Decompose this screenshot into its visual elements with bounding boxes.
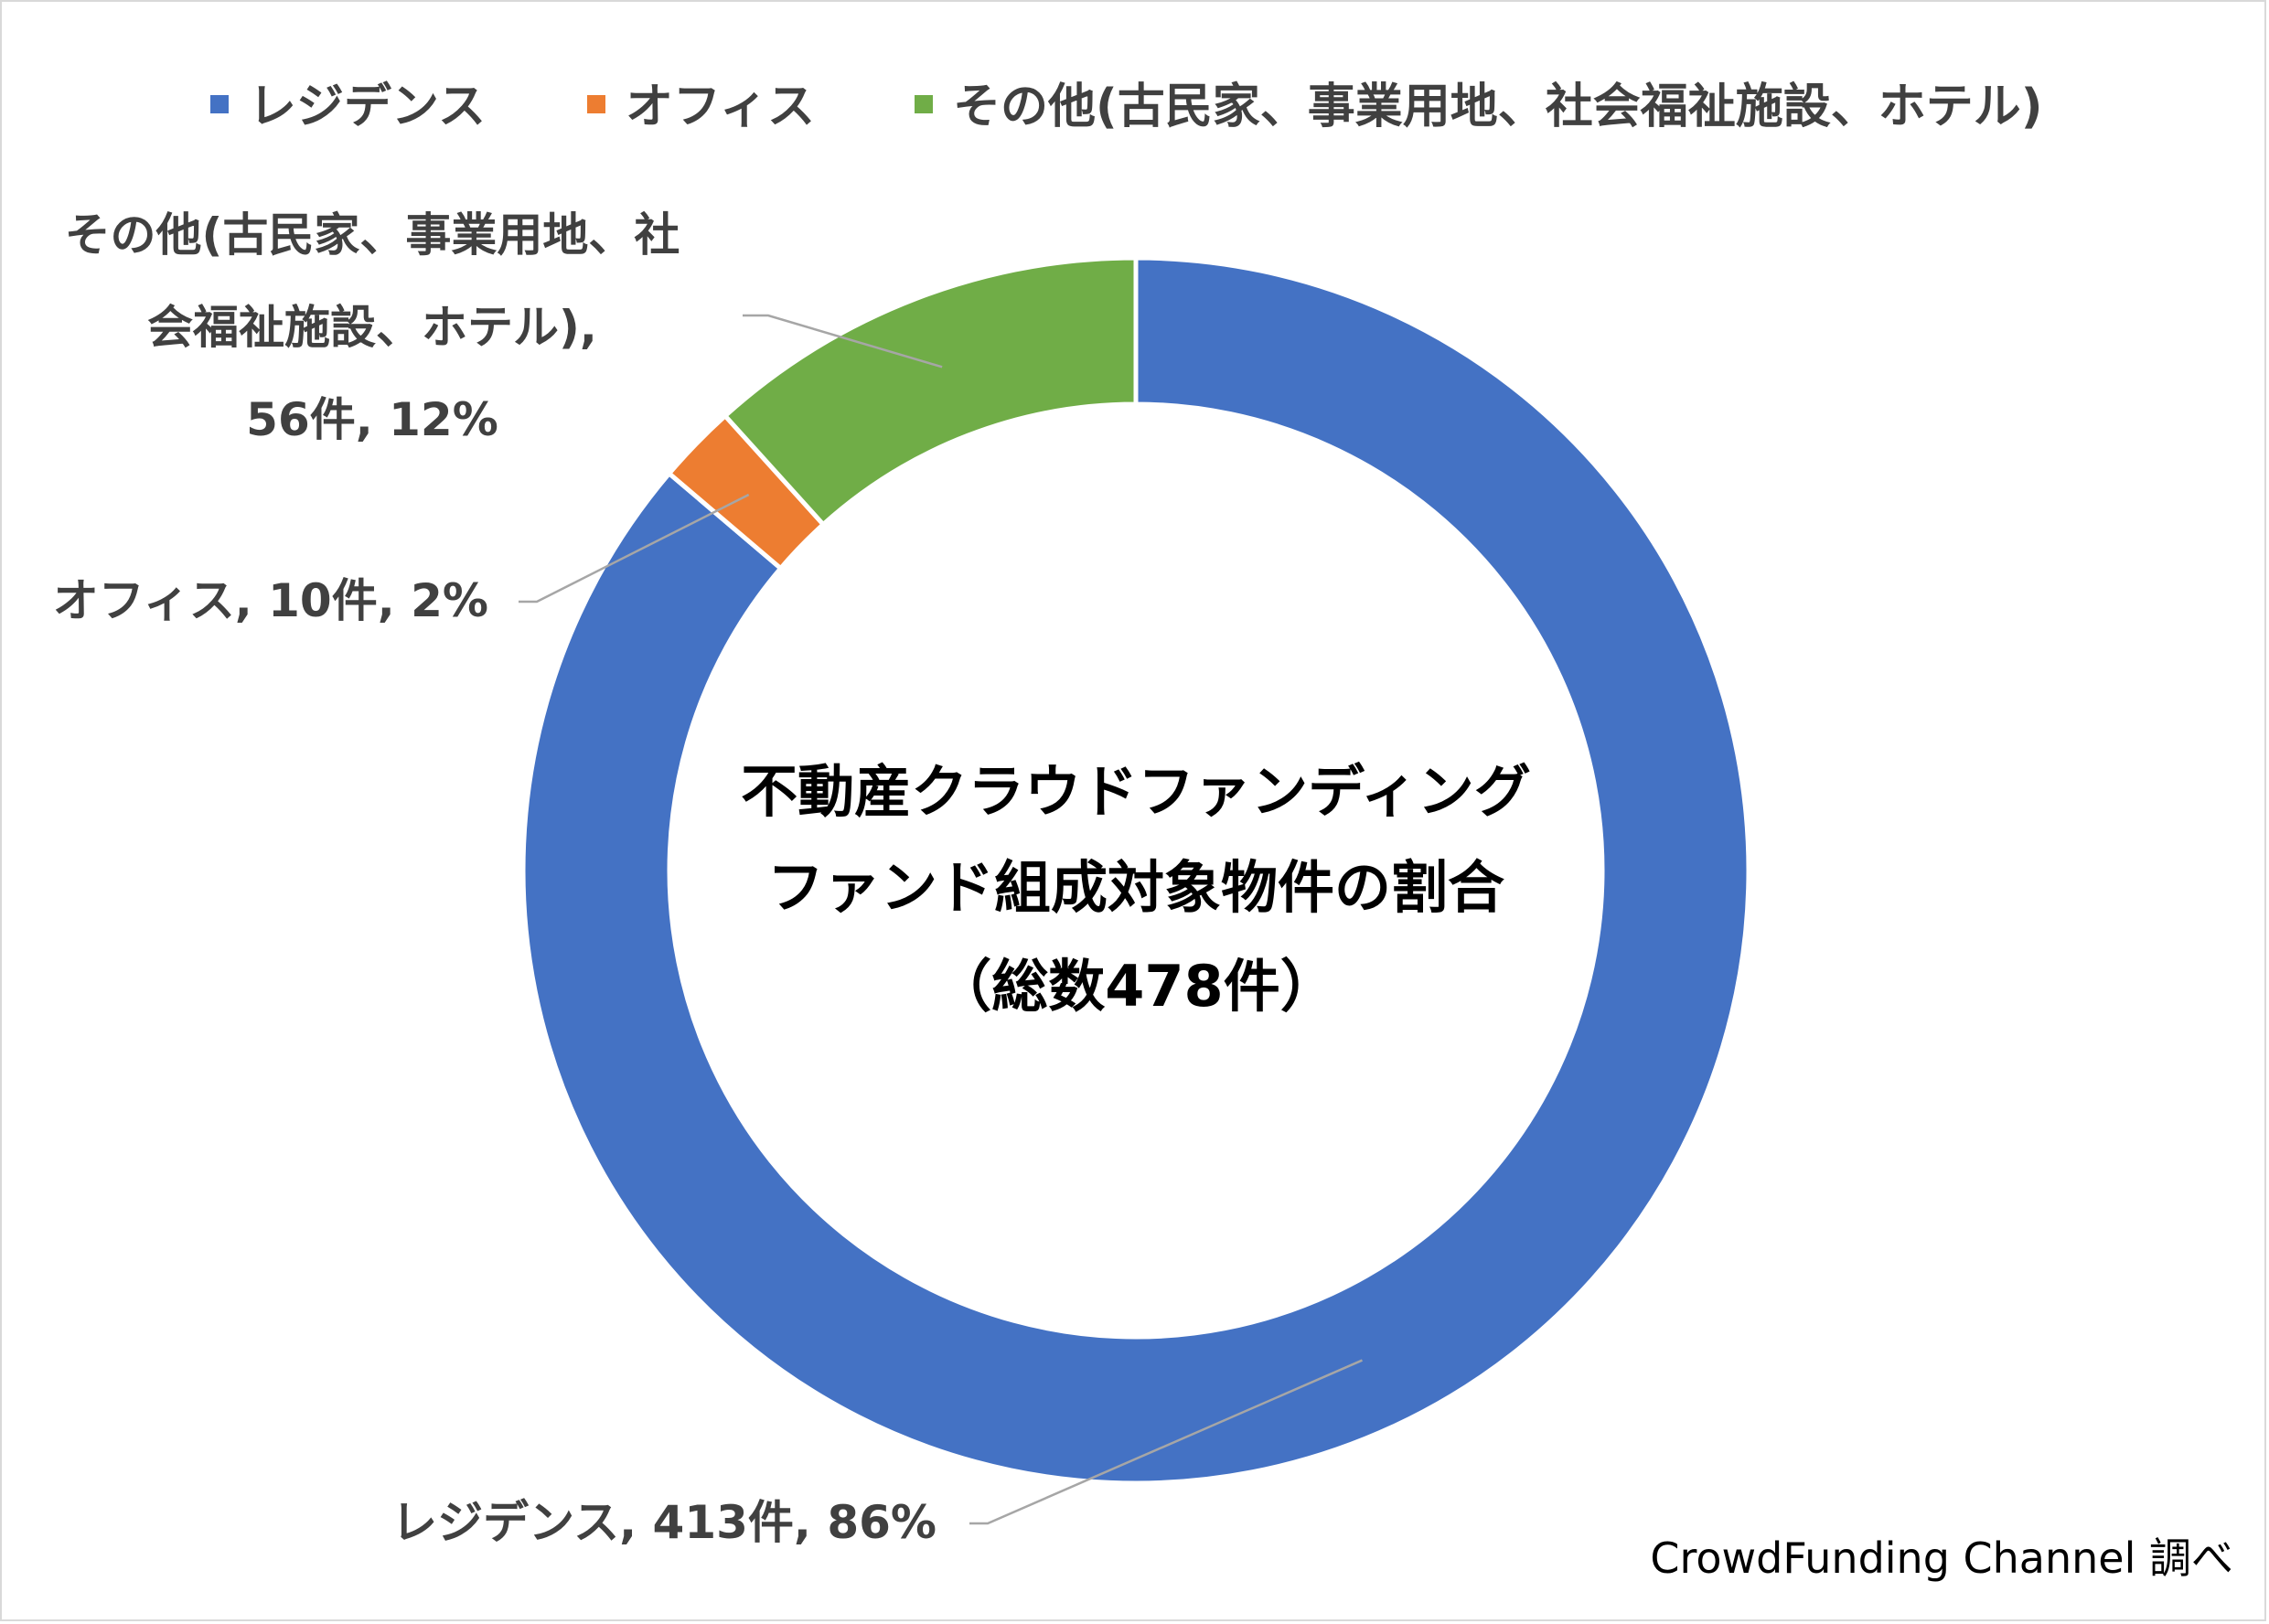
center-title-line-2: ファンド組成対象物件の割合	[767, 854, 1504, 921]
data-label-other-line-3: 56件, 12%	[246, 393, 498, 446]
leader-line-office	[519, 493, 750, 604]
slice-residence	[520, 255, 1751, 1486]
leader-lines	[519, 314, 1363, 1525]
legend-marker-residence	[210, 95, 229, 113]
leader-line-other	[743, 314, 943, 369]
source-note: CrowdFunding Channel 調べ	[1650, 1533, 2233, 1583]
data-labels: レジデンス, 413件, 86% オフィス, 10件, 2% その他(古民家、事業用…	[53, 208, 936, 1549]
data-label-other-line-2: 会福祉施設、ホテル),	[147, 301, 597, 354]
center-title-line-3: （総数478件）	[935, 953, 1336, 1020]
legend: レジデンス オフィス その他(古民家、事業用地、社会福祉施設、ホテル)	[210, 80, 2043, 134]
legend-label-other: その他(古民家、事業用地、社会福祉施設、ホテル)	[953, 80, 2043, 134]
leader-line-residence	[969, 1359, 1363, 1525]
data-label-other-line-1: その他(古民家、事業用地、社	[65, 208, 680, 262]
center-title-line-1: 不動産クラウドファンディング	[741, 758, 1531, 825]
legend-label-residence: レジデンス	[249, 80, 486, 134]
legend-marker-office	[587, 95, 605, 113]
legend-marker-other	[915, 95, 933, 113]
legend-label-office: オフィス	[626, 80, 815, 134]
center-title: 不動産クラウドファンディング ファンド組成対象物件の割合 （総数478件）	[741, 758, 1531, 1020]
data-label-residence-line-1: レジデンス, 413件, 86%	[391, 1496, 936, 1549]
slice-other	[722, 255, 1139, 529]
data-label-office-line-1: オフィス, 10件, 2%	[53, 574, 488, 627]
donut-slices	[520, 255, 1751, 1486]
